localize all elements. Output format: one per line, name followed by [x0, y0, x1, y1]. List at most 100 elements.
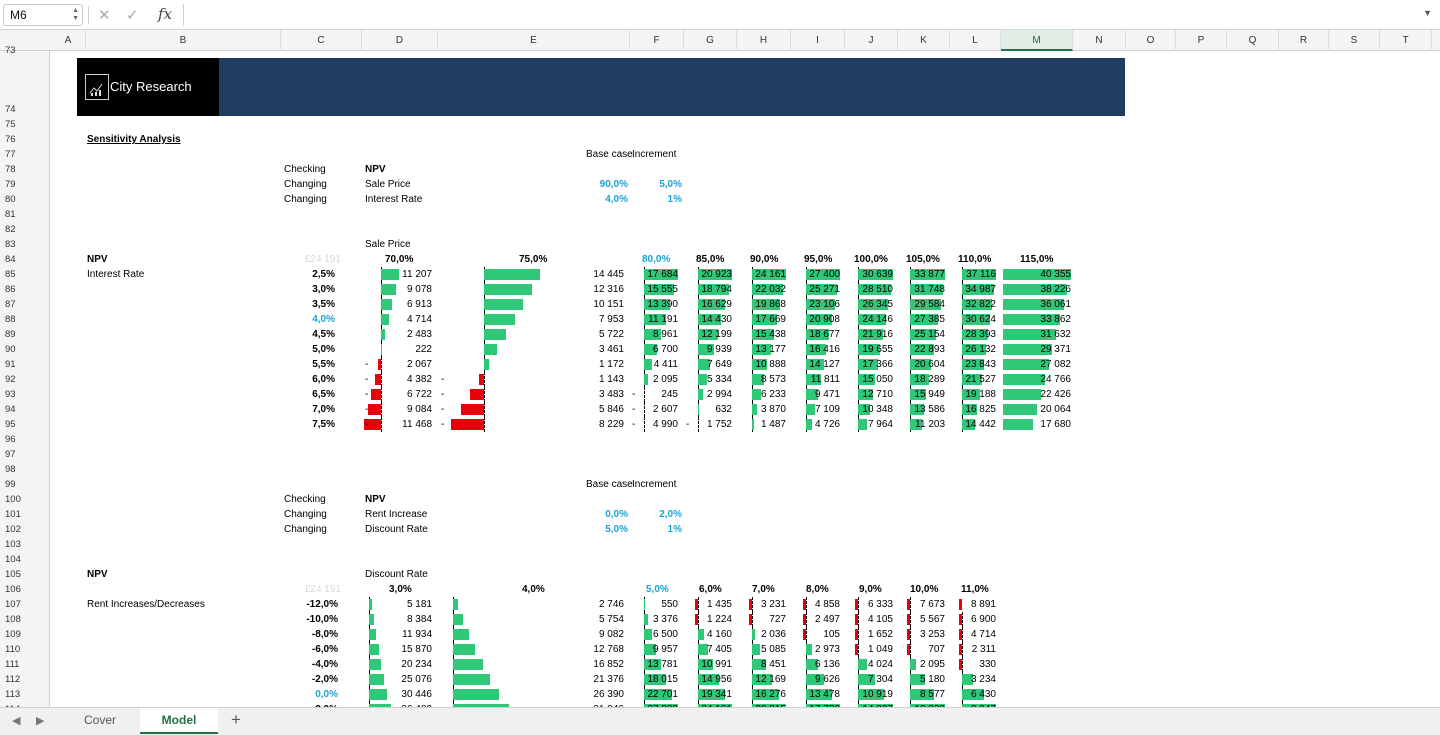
tab-model[interactable]: Model	[140, 708, 218, 734]
column-header-t[interactable]: T	[1380, 30, 1432, 51]
row-header-93[interactable]: 93	[5, 389, 16, 400]
column-header-l[interactable]: L	[950, 30, 1001, 51]
value-cell: 22 893	[914, 344, 945, 355]
row-header-111[interactable]: 111	[5, 659, 20, 670]
row-header-82[interactable]: 82	[5, 224, 16, 235]
column-header-k[interactable]: K	[898, 30, 950, 51]
row-header-77[interactable]: 77	[5, 149, 16, 160]
row-header-95[interactable]: 95	[5, 419, 16, 430]
tab-cover[interactable]: Cover	[83, 713, 116, 727]
column-header-e[interactable]: E	[438, 30, 630, 51]
row-header-112[interactable]: 112	[5, 674, 21, 685]
row-header-78[interactable]: 78	[5, 164, 16, 175]
column-header-g[interactable]: G	[684, 30, 737, 51]
sheet-grid[interactable]: City Research Sensitivity Analysis Base c…	[51, 51, 1440, 707]
prev-sheet-icon[interactable]: ◀	[12, 715, 21, 727]
column-header-c[interactable]: C	[281, 30, 362, 51]
row-header-97[interactable]: 97	[5, 449, 16, 460]
row-header-96[interactable]: 96	[5, 434, 16, 445]
value-cell: 19 341	[701, 689, 732, 700]
value-cell: 10 919	[862, 689, 893, 700]
value-cell: 22 701	[647, 689, 678, 700]
minus-sign: -	[365, 419, 369, 430]
row-header-103[interactable]: 103	[5, 539, 21, 550]
column-header-n[interactable]: N	[1073, 30, 1126, 51]
row-header-75[interactable]: 75	[5, 119, 16, 130]
column-header-f[interactable]: F	[630, 30, 684, 51]
column-header-p[interactable]: P	[1176, 30, 1227, 51]
positive-bar	[910, 404, 925, 415]
formula-expand-icon[interactable]: ▼	[1423, 8, 1432, 18]
value-cell: 3 234	[970, 674, 996, 685]
name-box-spinner-icon[interactable]: ▲ ▼	[72, 7, 79, 22]
positive-bar	[698, 629, 704, 640]
value-cell: 26 390	[593, 689, 624, 700]
row-header-84[interactable]: 84	[5, 254, 16, 265]
value-cell: 8 961	[652, 329, 678, 340]
row-header-109[interactable]: 109	[5, 629, 21, 640]
row-header-80[interactable]: 80	[5, 194, 16, 205]
column-header-j[interactable]: J	[845, 30, 898, 51]
column-header-i[interactable]: I	[791, 30, 845, 51]
row-header-91[interactable]: 91	[5, 359, 16, 370]
function-icon[interactable]: fx	[158, 5, 173, 23]
value-cell: 330	[979, 659, 996, 670]
confirm-icon[interactable]: ✓	[126, 7, 139, 24]
row-header-81[interactable]: 81	[5, 209, 16, 220]
row-header-90[interactable]: 90	[5, 344, 16, 355]
column-header-a[interactable]: A	[51, 30, 86, 51]
row-header-105[interactable]: 105	[5, 569, 21, 580]
row-header-73[interactable]: 73	[5, 45, 16, 56]
negative-bar	[959, 659, 962, 670]
row-header-108[interactable]: 108	[5, 614, 21, 625]
column-header-m[interactable]: M	[1001, 30, 1073, 51]
bar-axis	[698, 597, 699, 612]
formula-input[interactable]	[183, 4, 1433, 26]
row-header-104[interactable]: 104	[5, 554, 21, 565]
row-header-106[interactable]: 106	[5, 584, 21, 595]
row-header-98[interactable]: 98	[5, 464, 16, 475]
column-header-value: 75,0%	[519, 254, 548, 265]
row-header-88[interactable]: 88	[5, 314, 16, 325]
row-header-87[interactable]: 87	[5, 299, 16, 310]
base-value-1: 0,0%	[605, 509, 628, 520]
row-header-92[interactable]: 92	[5, 374, 16, 385]
row-header-85[interactable]: 85	[5, 269, 16, 280]
cancel-icon[interactable]: ✕	[98, 7, 111, 24]
positive-bar	[1003, 299, 1064, 310]
column-header-q[interactable]: Q	[1227, 30, 1279, 51]
column-header-value: 8,0%	[806, 584, 829, 595]
bar-axis	[962, 657, 963, 672]
value-cell: 20 923	[701, 269, 732, 280]
row-header-89[interactable]: 89	[5, 329, 16, 340]
value-cell: 5 846	[598, 404, 624, 415]
column-header-s[interactable]: S	[1329, 30, 1380, 51]
column-header-d[interactable]: D	[362, 30, 438, 51]
bar-axis	[858, 627, 859, 642]
row-header-76[interactable]: 76	[5, 134, 16, 145]
row-header-value: 4,0%	[312, 314, 335, 325]
row-header-86[interactable]: 86	[5, 284, 16, 295]
row-header-101[interactable]: 101	[5, 509, 21, 520]
value-cell: 1 652	[867, 629, 893, 640]
row-header-83[interactable]: 83	[5, 239, 16, 250]
positive-bar	[698, 344, 715, 355]
row-header-99[interactable]: 99	[5, 479, 16, 490]
column-header-o[interactable]: O	[1126, 30, 1176, 51]
row-header-102[interactable]: 102	[5, 524, 21, 535]
row-header-79[interactable]: 79	[5, 179, 16, 190]
row-header-74[interactable]: 74	[5, 104, 16, 115]
column-header-b[interactable]: B	[86, 30, 281, 51]
next-sheet-icon[interactable]: ▶	[36, 715, 45, 727]
column-header-r[interactable]: R	[1279, 30, 1329, 51]
row-header-113[interactable]: 113	[5, 689, 21, 700]
row-header-100[interactable]: 100	[5, 494, 21, 505]
row-header-94[interactable]: 94	[5, 404, 16, 415]
row-header-107[interactable]: 107	[5, 599, 21, 610]
add-sheet-icon[interactable]: +	[231, 710, 241, 729]
column-header-h[interactable]: H	[737, 30, 791, 51]
name-box[interactable]: M6 ▲ ▼	[3, 4, 83, 26]
row-header-110[interactable]: 110	[5, 644, 21, 655]
positive-bar	[910, 314, 939, 325]
positive-bar	[858, 389, 873, 400]
